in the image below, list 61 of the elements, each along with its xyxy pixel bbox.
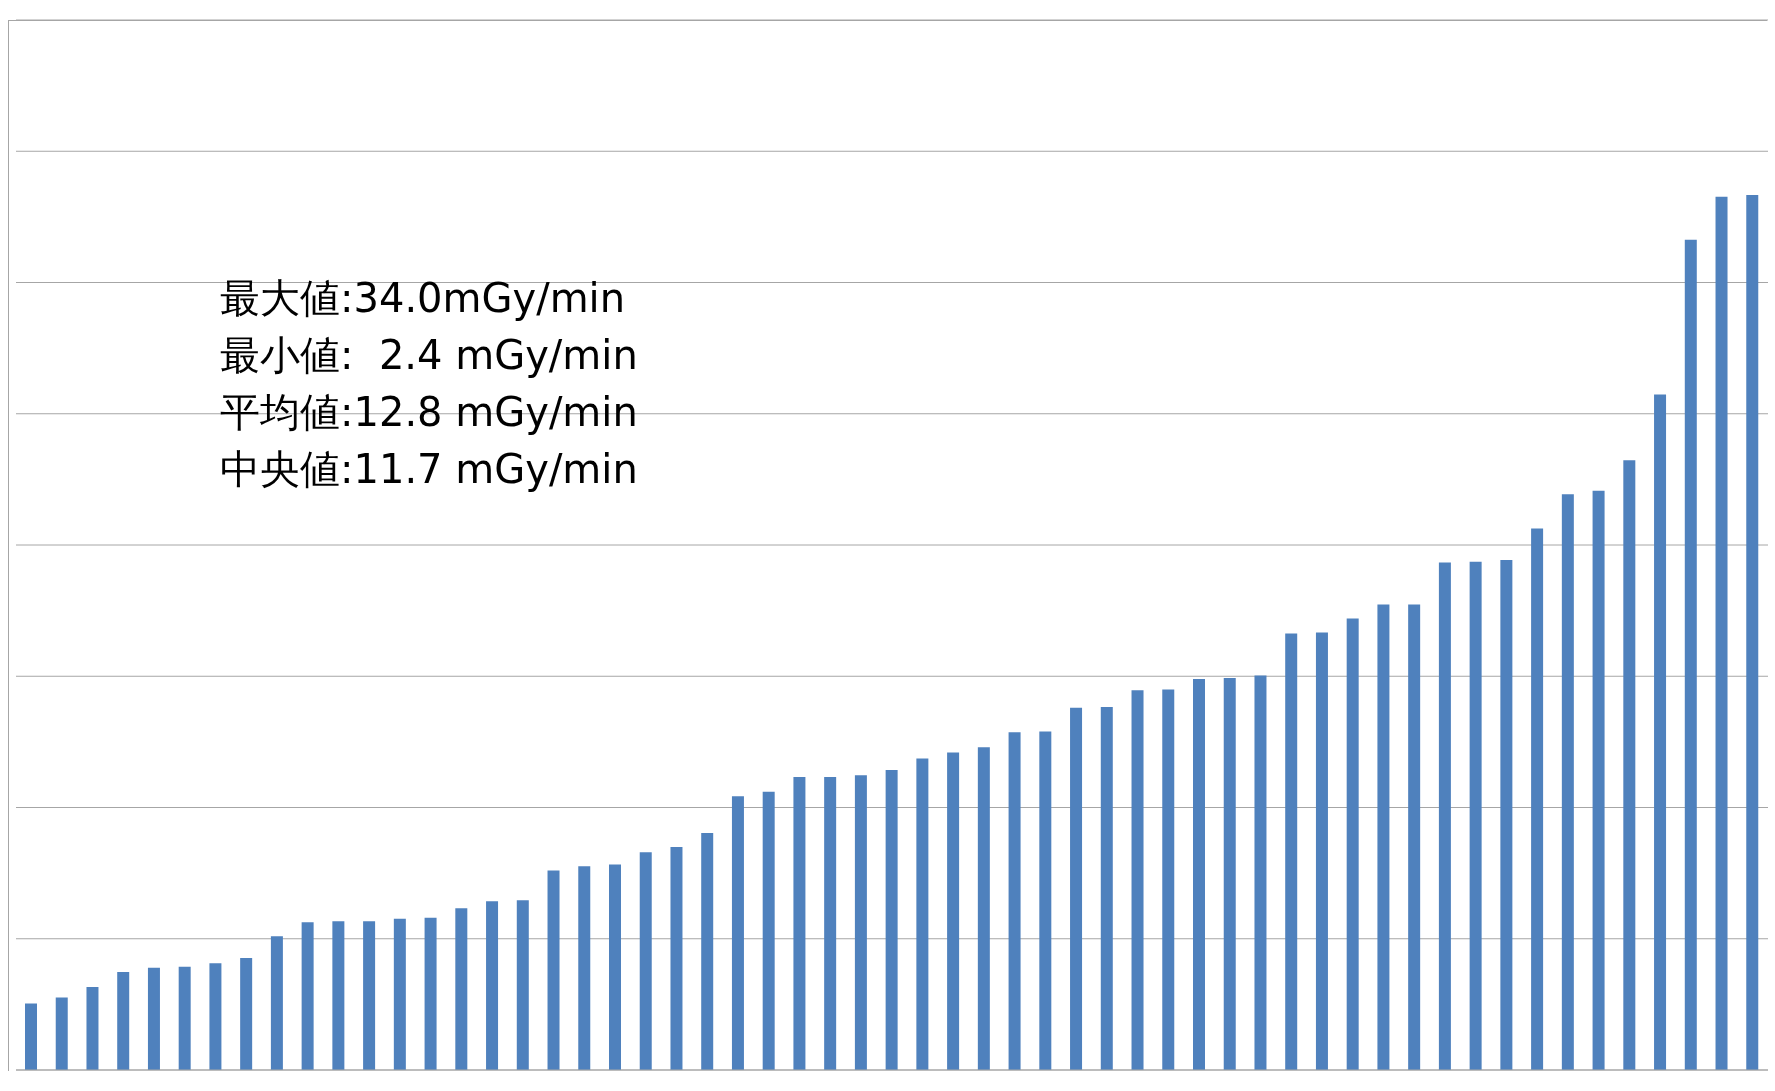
bar	[670, 846, 683, 1070]
bar	[1469, 561, 1482, 1070]
bar	[1408, 604, 1421, 1070]
bar	[332, 921, 345, 1070]
annotation: 平均値:12.8 mGy/min	[220, 388, 638, 437]
bar	[731, 796, 744, 1070]
bar	[977, 747, 990, 1070]
bar	[1500, 559, 1513, 1070]
annotation: 中央値:11.7 mGy/min	[220, 445, 638, 494]
bar	[363, 921, 376, 1070]
bar	[1193, 678, 1205, 1070]
bar	[1162, 689, 1175, 1070]
bar	[578, 866, 591, 1070]
bar	[916, 758, 929, 1070]
bar	[1285, 633, 1298, 1070]
bar	[1684, 239, 1697, 1070]
bar	[1715, 196, 1728, 1070]
bar	[762, 791, 775, 1070]
bar	[1008, 732, 1021, 1070]
bar	[1070, 707, 1083, 1070]
bar	[947, 752, 960, 1070]
bar	[1100, 706, 1113, 1070]
bar	[1438, 562, 1451, 1070]
bar	[1223, 678, 1236, 1070]
bar	[639, 852, 652, 1070]
bar	[178, 966, 191, 1070]
bar	[55, 997, 68, 1070]
bar	[486, 901, 499, 1070]
bar	[393, 918, 406, 1070]
bar	[424, 917, 437, 1070]
bar	[270, 936, 283, 1070]
bar	[1254, 675, 1267, 1070]
bar	[1315, 632, 1328, 1070]
bar	[147, 967, 160, 1070]
bar	[516, 900, 529, 1070]
bar	[793, 776, 806, 1070]
bar	[1654, 394, 1667, 1070]
annotation: 最小値: 2.4 mGy/min	[220, 331, 638, 380]
bar	[1377, 604, 1390, 1070]
bar	[301, 922, 314, 1070]
bar	[25, 1003, 37, 1070]
bar	[885, 769, 898, 1070]
bar	[1623, 460, 1636, 1070]
bar	[701, 832, 714, 1070]
bar	[86, 986, 99, 1070]
bar	[209, 963, 222, 1070]
bar	[455, 908, 468, 1070]
bar	[1131, 690, 1144, 1070]
bar	[1746, 195, 1759, 1070]
bar	[609, 864, 621, 1070]
bar	[547, 870, 560, 1070]
bar	[1346, 618, 1359, 1070]
bar	[824, 776, 837, 1070]
bar	[1592, 490, 1605, 1070]
bar	[1561, 494, 1574, 1070]
bar	[240, 958, 253, 1070]
annotation: 最大値:34.0mGy/min	[220, 274, 627, 323]
bar	[1531, 528, 1544, 1070]
bar	[854, 775, 867, 1070]
bar	[117, 972, 130, 1070]
bar	[1039, 731, 1052, 1070]
